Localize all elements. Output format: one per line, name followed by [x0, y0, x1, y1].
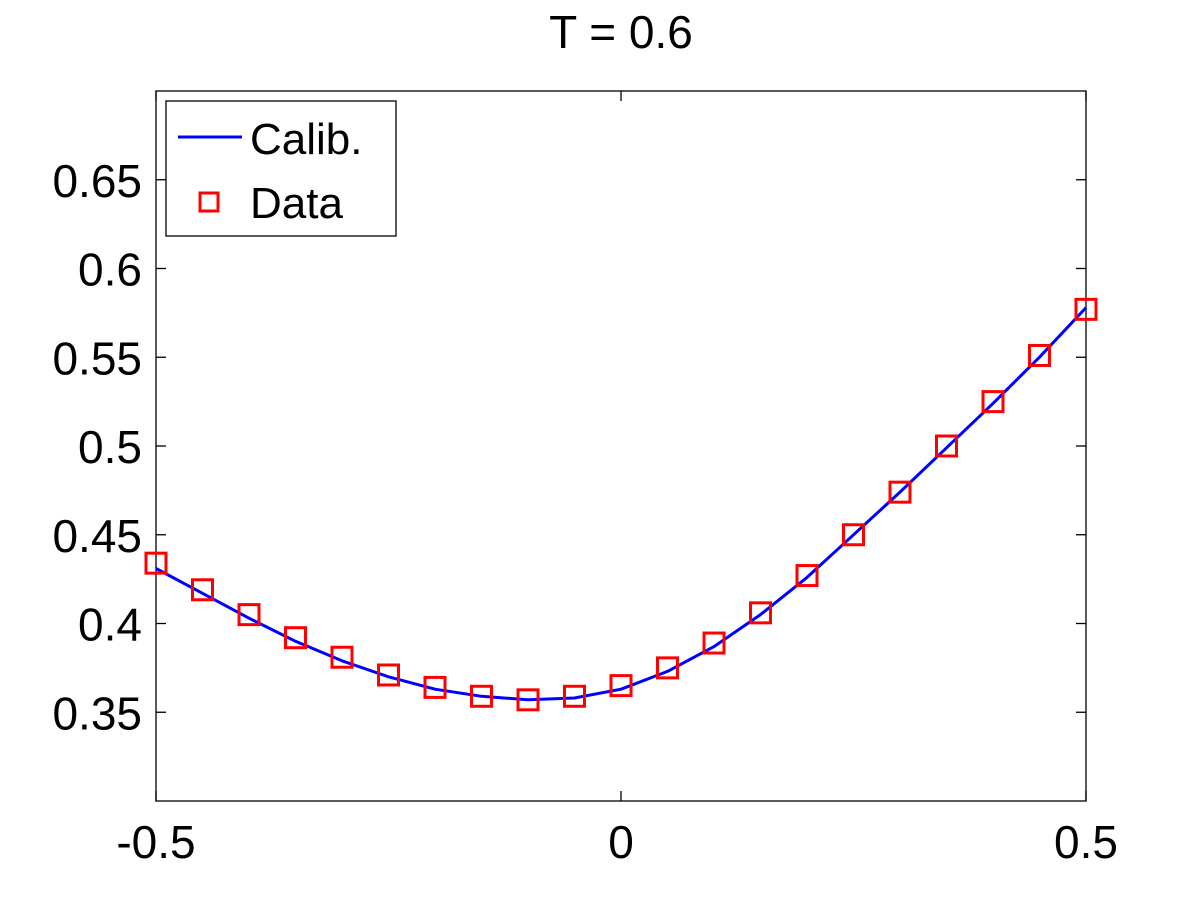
- data-point-marker: [470, 684, 493, 708]
- axes: -0.5 0 0.5 0.35 0.4 0.45 0.5 0.55 0.6 0.65: [52, 90, 1118, 868]
- data-point-marker: [423, 675, 447, 699]
- data-point-marker: [330, 645, 354, 669]
- y-tick-label: 0.55: [52, 332, 142, 384]
- x-tick-label: -0.5: [116, 816, 195, 868]
- data-point-marker: [1074, 297, 1098, 321]
- data-point-marker: [377, 663, 400, 687]
- x-tick-label: 0.5: [1054, 816, 1118, 868]
- y-tick-label: 0.35: [52, 687, 142, 739]
- data-point-marker: [1028, 343, 1051, 367]
- data-point-marker: [516, 688, 540, 712]
- data-point-marker: [563, 684, 586, 708]
- data-point-marker: [795, 564, 819, 588]
- data-point-marker: [191, 578, 214, 602]
- data-point-marker: [935, 434, 958, 458]
- data-point-marker: [749, 601, 772, 625]
- series-line-calib: [155, 306, 1088, 702]
- legend-label-calib: Calib.: [250, 115, 363, 164]
- data-point-marker: [888, 480, 912, 504]
- y-tick-label: 0.65: [52, 155, 142, 207]
- plot-area: [144, 297, 1098, 712]
- data-point-marker: [284, 626, 307, 650]
- y-tick-label: 0.5: [78, 421, 142, 473]
- data-point-marker: [237, 603, 261, 627]
- y-tick-label: 0.45: [52, 510, 142, 562]
- legend-box: [165, 100, 397, 237]
- legend-label-data: Data: [250, 179, 343, 228]
- data-point-marker: [981, 390, 1005, 414]
- data-point-marker: [702, 631, 726, 655]
- data-point-marker: [144, 551, 168, 575]
- y-tick-label: 0.6: [78, 244, 142, 296]
- data-point-marker: [842, 523, 865, 547]
- legend-marker-swatch: [198, 191, 220, 213]
- x-tick-label: 0: [608, 816, 634, 868]
- legend: Calib. Data: [165, 100, 397, 237]
- y-tick-label: 0.4: [78, 599, 142, 651]
- data-point-marker: [656, 656, 679, 680]
- chart-title: T = 0.6: [549, 6, 693, 58]
- data-point-marker: [609, 674, 633, 698]
